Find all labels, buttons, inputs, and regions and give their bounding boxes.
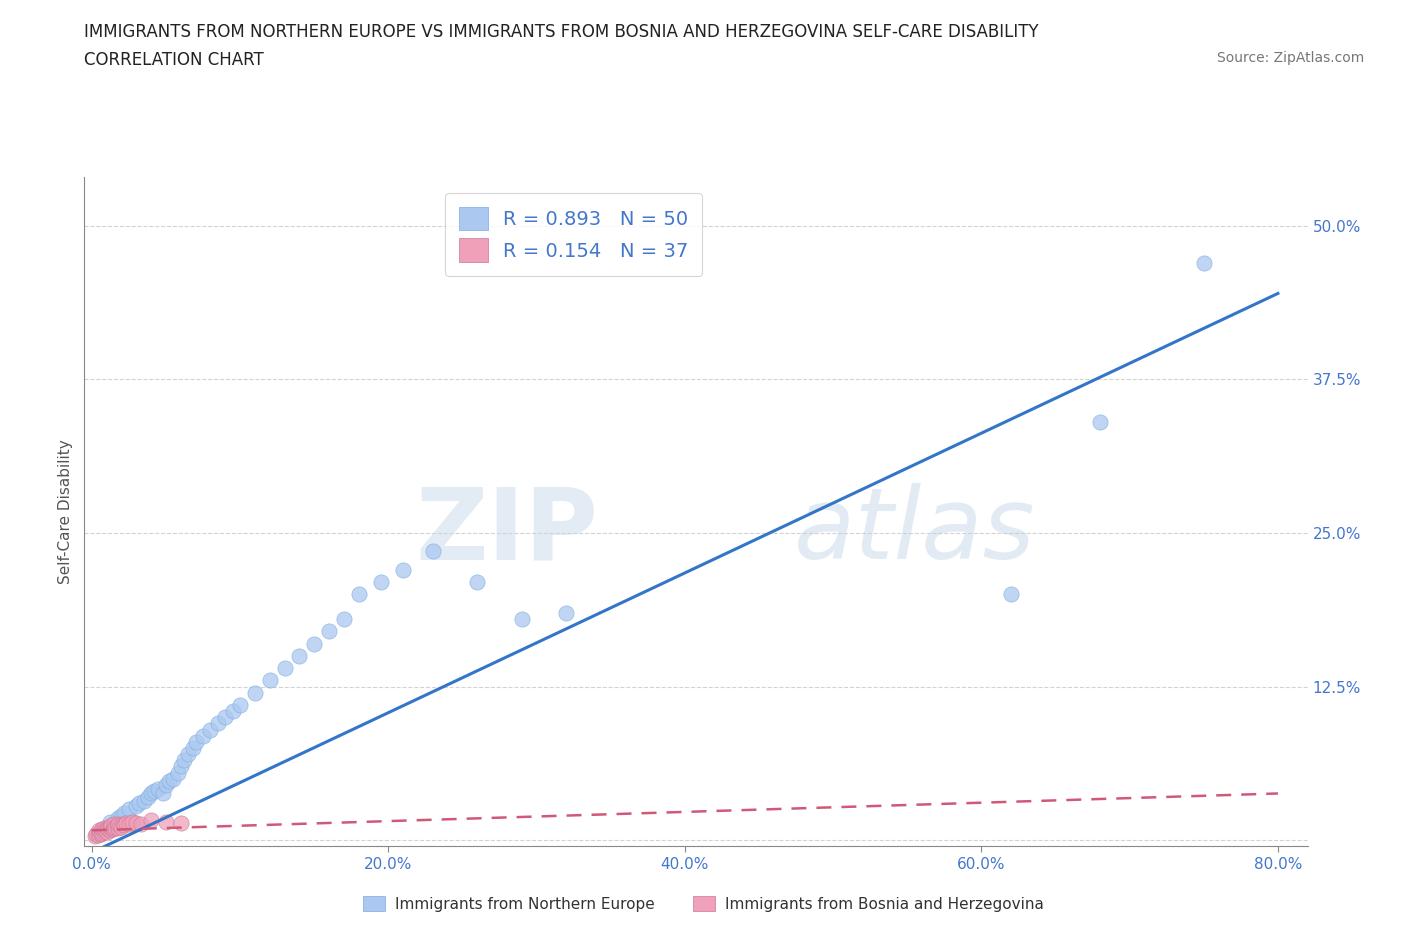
Point	[333, 612, 356, 627]
Point	[89, 825, 111, 840]
Point	[98, 815, 121, 830]
Text: CORRELATION CHART: CORRELATION CHART	[84, 51, 264, 69]
Point	[103, 817, 125, 831]
Point	[93, 820, 115, 835]
Point	[93, 823, 115, 838]
Point	[103, 820, 125, 835]
Point	[125, 798, 148, 813]
Point	[97, 822, 120, 837]
Point	[128, 796, 150, 811]
Point	[1000, 587, 1022, 602]
Point	[108, 818, 131, 833]
Point	[100, 820, 122, 835]
Legend: R = 0.893   N = 50, R = 0.154   N = 37: R = 0.893 N = 50, R = 0.154 N = 37	[446, 193, 702, 275]
Point	[86, 828, 108, 843]
Text: ZIP: ZIP	[415, 483, 598, 580]
Point	[302, 636, 325, 651]
Point	[191, 728, 214, 743]
Text: atlas: atlas	[794, 483, 1035, 580]
Point	[422, 544, 444, 559]
Point	[155, 815, 177, 830]
Point	[111, 817, 134, 831]
Point	[370, 575, 392, 590]
Point	[465, 575, 488, 590]
Point	[155, 777, 177, 792]
Point	[96, 824, 118, 839]
Point	[200, 722, 222, 737]
Point	[173, 753, 195, 768]
Point	[91, 822, 114, 837]
Point	[121, 815, 143, 830]
Point	[318, 624, 340, 639]
Point	[118, 817, 141, 831]
Point	[214, 710, 236, 724]
Point	[90, 827, 112, 842]
Point	[107, 811, 129, 826]
Text: Source: ZipAtlas.com: Source: ZipAtlas.com	[1216, 51, 1364, 65]
Point	[115, 816, 138, 830]
Point	[84, 827, 107, 842]
Legend: Immigrants from Northern Europe, Immigrants from Bosnia and Herzegovina: Immigrants from Northern Europe, Immigra…	[356, 889, 1050, 918]
Point	[170, 816, 193, 830]
Point	[347, 587, 370, 602]
Text: IMMIGRANTS FROM NORTHERN EUROPE VS IMMIGRANTS FROM BOSNIA AND HERZEGOVINA SELF-C: IMMIGRANTS FROM NORTHERN EUROPE VS IMMIG…	[84, 23, 1039, 41]
Point	[110, 808, 132, 823]
Point	[259, 673, 281, 688]
Point	[1088, 415, 1111, 430]
Point	[105, 818, 128, 833]
Y-axis label: Self-Care Disability: Self-Care Disability	[58, 439, 73, 584]
Point	[104, 819, 127, 834]
Point	[288, 648, 311, 663]
Point	[166, 765, 188, 780]
Point	[157, 774, 180, 789]
Point	[177, 747, 200, 762]
Point	[162, 771, 184, 786]
Point	[148, 781, 170, 796]
Point	[1192, 255, 1215, 270]
Point	[101, 822, 124, 837]
Point	[207, 716, 229, 731]
Point	[170, 759, 193, 774]
Point	[98, 823, 121, 838]
Point	[96, 820, 118, 835]
Point	[91, 825, 114, 840]
Point	[510, 612, 533, 627]
Point	[112, 805, 135, 820]
Point	[96, 820, 118, 835]
Point	[118, 802, 141, 817]
Point	[125, 816, 148, 830]
Point	[273, 660, 295, 675]
Point	[143, 784, 166, 799]
Point	[181, 740, 204, 755]
Point	[89, 823, 111, 838]
Point	[98, 819, 121, 834]
Point	[83, 829, 105, 844]
Point	[555, 605, 578, 620]
Point	[229, 698, 252, 712]
Point	[100, 818, 122, 833]
Point	[107, 817, 129, 831]
Point	[93, 824, 115, 839]
Point	[184, 735, 207, 750]
Point	[110, 819, 132, 834]
Point	[107, 820, 129, 835]
Point	[112, 818, 135, 833]
Point	[103, 818, 125, 833]
Point	[392, 563, 415, 578]
Point	[152, 786, 174, 801]
Point	[243, 685, 266, 700]
Point	[122, 815, 145, 830]
Point	[94, 823, 117, 838]
Point	[139, 786, 162, 801]
Point	[139, 813, 162, 828]
Point	[129, 817, 152, 831]
Point	[132, 793, 155, 808]
Point	[136, 790, 159, 804]
Point	[89, 827, 111, 842]
Point	[221, 704, 243, 719]
